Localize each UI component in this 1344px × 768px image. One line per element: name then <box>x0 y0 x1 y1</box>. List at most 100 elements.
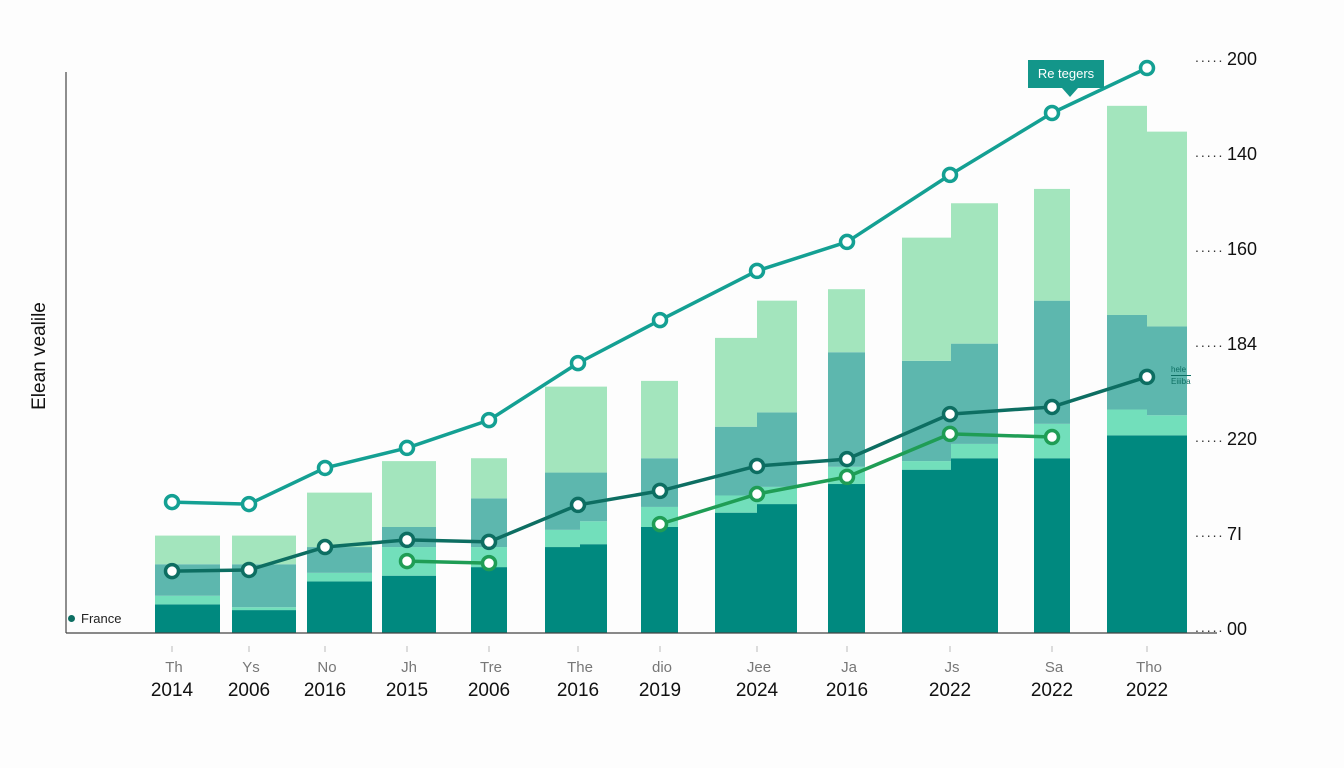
data-point <box>569 496 587 514</box>
bar-segment <box>471 458 507 499</box>
x-tick-label: 2022 <box>1031 680 1073 701</box>
callout-label: Re tegers <box>1028 60 1104 97</box>
data-point <box>240 495 258 513</box>
bar-segment <box>951 443 998 459</box>
data-point <box>838 233 856 251</box>
legend: France <box>68 611 121 626</box>
bar-segment <box>715 495 757 513</box>
y-tick-label: 140 <box>1227 144 1257 164</box>
y-tick-dots: ..... <box>1195 49 1224 65</box>
annotation-line-2: Eiiiba <box>1171 377 1191 386</box>
data-point <box>651 311 669 329</box>
x-tick-sublabel: Jh <box>401 659 417 676</box>
data-point <box>398 439 416 457</box>
bar-segment <box>382 461 436 527</box>
bar-segment <box>155 604 220 633</box>
x-tick-sublabel: No <box>317 659 336 676</box>
bar-segment <box>902 237 951 361</box>
x-tick-label: 2016 <box>826 680 868 701</box>
data-point <box>480 554 498 572</box>
bar-segment <box>1147 131 1187 327</box>
bar-segment <box>715 337 757 427</box>
y-tick-label: 7I <box>1227 524 1242 544</box>
data-point <box>569 354 587 372</box>
y-tick-label: 00 <box>1227 619 1247 639</box>
bar-segment <box>155 595 220 605</box>
bar-segment <box>155 535 220 565</box>
data-point <box>651 515 669 533</box>
bar-segment <box>232 607 296 611</box>
x-tick-sublabel: The <box>567 659 593 676</box>
x-tick-label: 2015 <box>386 680 428 701</box>
bar-segment <box>471 567 507 633</box>
bar-segment <box>307 581 372 633</box>
bar-segment <box>828 352 865 467</box>
x-tick-label: 2016 <box>304 680 346 701</box>
bar-segment <box>1107 435 1147 633</box>
x-tick-label: 2006 <box>228 680 270 701</box>
bar-segment <box>715 426 757 496</box>
data-point <box>1138 368 1156 386</box>
bar-segment <box>307 492 372 548</box>
data-point <box>163 493 181 511</box>
x-tick-sublabel: Jee <box>747 659 771 676</box>
series-line <box>171 375 1148 573</box>
series-line <box>406 559 490 565</box>
y-tick-dots: ..... <box>1195 429 1224 445</box>
bar-segment <box>641 458 678 507</box>
data-point <box>941 425 959 443</box>
bar-segment <box>757 504 797 633</box>
x-tick-label: 2022 <box>1126 680 1168 701</box>
bar-segment <box>1107 314 1147 410</box>
bar-segment <box>828 484 865 633</box>
y-tick-dots: ..... <box>1195 619 1224 635</box>
annotation-line-1: hele <box>1171 364 1191 376</box>
data-point <box>163 562 181 580</box>
x-tick-sublabel: Tre <box>480 659 502 676</box>
bar-segment <box>757 412 797 487</box>
data-point <box>316 538 334 556</box>
x-tick-sublabel: Js <box>945 659 960 676</box>
data-point <box>480 533 498 551</box>
x-tick-label: 2022 <box>929 680 971 701</box>
y-tick-label: 160 <box>1227 239 1257 259</box>
x-tick-label: 2024 <box>736 680 779 701</box>
x-tick-label: 2019 <box>639 680 681 701</box>
bar-segment <box>382 575 436 633</box>
bar-segment <box>1147 415 1187 436</box>
x-tick-label: 2016 <box>557 680 599 701</box>
bar-segment <box>828 289 865 353</box>
x-tick-sublabel: Tho <box>1136 659 1162 676</box>
bar-segment <box>951 203 998 344</box>
annotation: hele Eiiiba <box>1171 364 1191 387</box>
bar-segment <box>902 461 951 470</box>
y-tick-dots: ..... <box>1195 524 1224 540</box>
data-point <box>838 468 856 486</box>
bar-segment <box>902 469 951 633</box>
bar-segment <box>1034 458 1070 633</box>
bar-segment <box>1147 435 1187 633</box>
data-point <box>316 459 334 477</box>
bar-segment <box>307 572 372 582</box>
legend-label: France <box>81 611 122 626</box>
bar-segment <box>1147 326 1187 416</box>
line-series <box>171 375 1148 573</box>
series-line <box>171 66 1148 506</box>
bar-segment <box>580 521 607 545</box>
data-point <box>941 166 959 184</box>
y-tick-dots: ..... <box>1195 144 1224 160</box>
x-tick-sublabel: Th <box>165 659 183 676</box>
bar-segment <box>545 386 580 473</box>
y-tick-dots: ..... <box>1195 334 1224 350</box>
x-tick-sublabel: Ja <box>841 659 858 676</box>
data-point <box>748 262 766 280</box>
data-point <box>1043 398 1061 416</box>
data-point <box>398 552 416 570</box>
data-point <box>748 457 766 475</box>
x-tick-label: 2006 <box>468 680 510 701</box>
bar-segment <box>1034 188 1070 301</box>
data-point <box>1043 428 1061 446</box>
bar-segment <box>641 526 678 633</box>
bar-segment <box>1107 105 1147 315</box>
data-point <box>838 450 856 468</box>
